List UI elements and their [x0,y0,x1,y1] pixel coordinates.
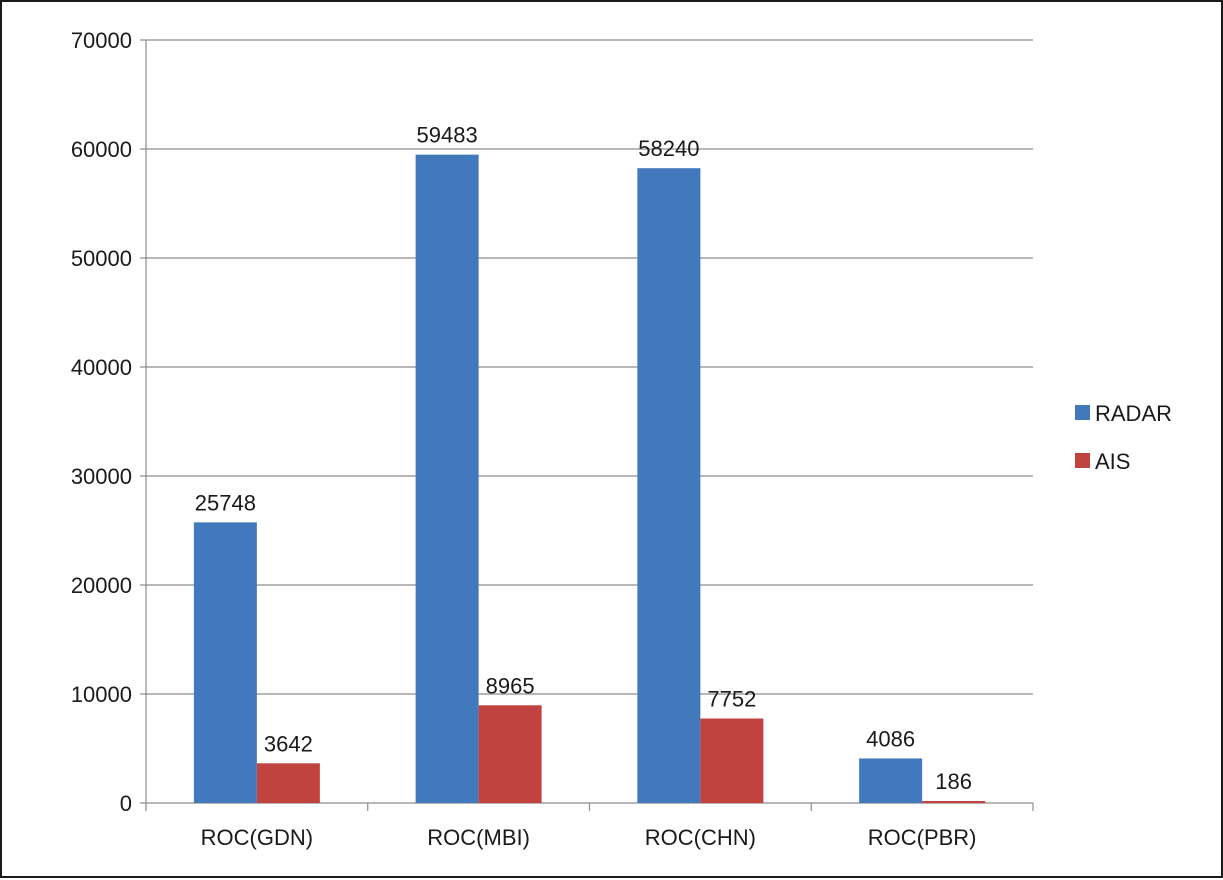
x-tick-label: ROC(PBR) [868,825,977,850]
y-tick-label: 40000 [71,355,132,380]
legend-swatch-radar [1075,405,1090,420]
data-label-radar-4: 4086 [866,726,915,751]
y-tick-label: 0 [120,791,132,816]
data-label-radar-1: 25748 [195,490,256,515]
bar-radar-3 [637,168,701,803]
y-tick-label: 60000 [71,137,132,162]
bar-radar-1 [193,522,257,803]
legend-swatch-ais [1075,453,1090,468]
x-tick-label: ROC(MBI) [427,825,530,850]
bar-ais-3 [700,718,764,803]
bar-ais-2 [478,705,542,803]
x-tick-label: ROC(CHN) [645,825,756,850]
y-tick-label: 10000 [71,682,132,707]
bar-ais-4 [922,800,986,803]
bar-ais-1 [256,763,320,803]
data-label-ais-3: 7752 [707,687,756,712]
data-label-radar-2: 59483 [417,123,478,148]
y-tick-label: 20000 [71,573,132,598]
y-tick-label: 50000 [71,246,132,271]
y-tick-label: 70000 [71,28,132,53]
x-tick-label: ROC(GDN) [201,825,313,850]
data-label-ais-1: 3642 [264,731,313,756]
data-label-ais-4: 186 [935,769,972,794]
bar-radar-4 [859,758,923,803]
legend-label-ais: AIS [1095,449,1130,474]
legend-label-radar: RADAR [1095,401,1172,426]
bar-radar-2 [415,154,479,803]
data-label-radar-3: 58240 [638,136,699,161]
data-label-ais-2: 8965 [486,673,535,698]
y-tick-label: 30000 [71,464,132,489]
